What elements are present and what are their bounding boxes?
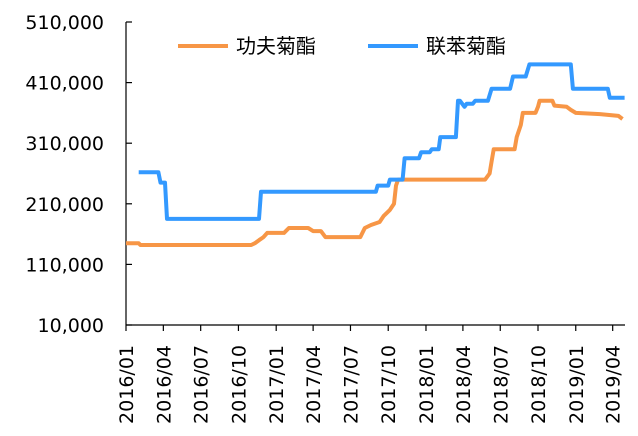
- axes: [126, 22, 625, 331]
- y-axis-tick-labels: 510,000 410,000 310,000 210,000 110,000 10,00…: [25, 12, 104, 337]
- series-line-2: [139, 64, 625, 219]
- y-tick-label: 410,000: [25, 73, 104, 95]
- legend-label-series-1: 功夫菊酯: [236, 34, 316, 58]
- x-tick-label: 2017/01: [266, 345, 288, 424]
- x-tick-label: 2019/04: [603, 345, 625, 424]
- x-tick-label: 2018/01: [416, 345, 438, 424]
- y-tick-label: 110,000: [25, 254, 104, 276]
- x-tick-label: 2017/07: [340, 345, 362, 424]
- legend-label-series-2: 联苯菊酯: [426, 34, 506, 58]
- y-tick-label: 510,000: [25, 12, 104, 34]
- x-tick-label: 2017/04: [303, 345, 325, 424]
- x-tick-label: 2017/10: [378, 345, 400, 424]
- y-tick-label: 210,000: [25, 194, 104, 216]
- x-tick-label: 2016/01: [116, 345, 138, 424]
- x-tick-label: 2016/07: [191, 345, 213, 424]
- x-axis-tick-labels: 2016/01 2016/04 2016/07 2016/10 2017/01 2017/…: [116, 345, 625, 424]
- x-tick-label: 2018/04: [453, 345, 475, 424]
- legend: 功夫菊酯 联苯菊酯: [178, 34, 506, 58]
- x-tick-label: 2016/10: [228, 345, 250, 424]
- series-line-1: [126, 101, 623, 245]
- y-tick-label: 310,000: [25, 133, 104, 155]
- x-tick-label: 2018/10: [528, 345, 550, 424]
- series-lines: [126, 64, 625, 245]
- y-tick-label: 10,000: [38, 315, 104, 337]
- x-tick-label: 2019/01: [566, 345, 588, 424]
- x-tick-label: 2018/07: [490, 345, 512, 424]
- x-tick-label: 2016/04: [153, 345, 175, 424]
